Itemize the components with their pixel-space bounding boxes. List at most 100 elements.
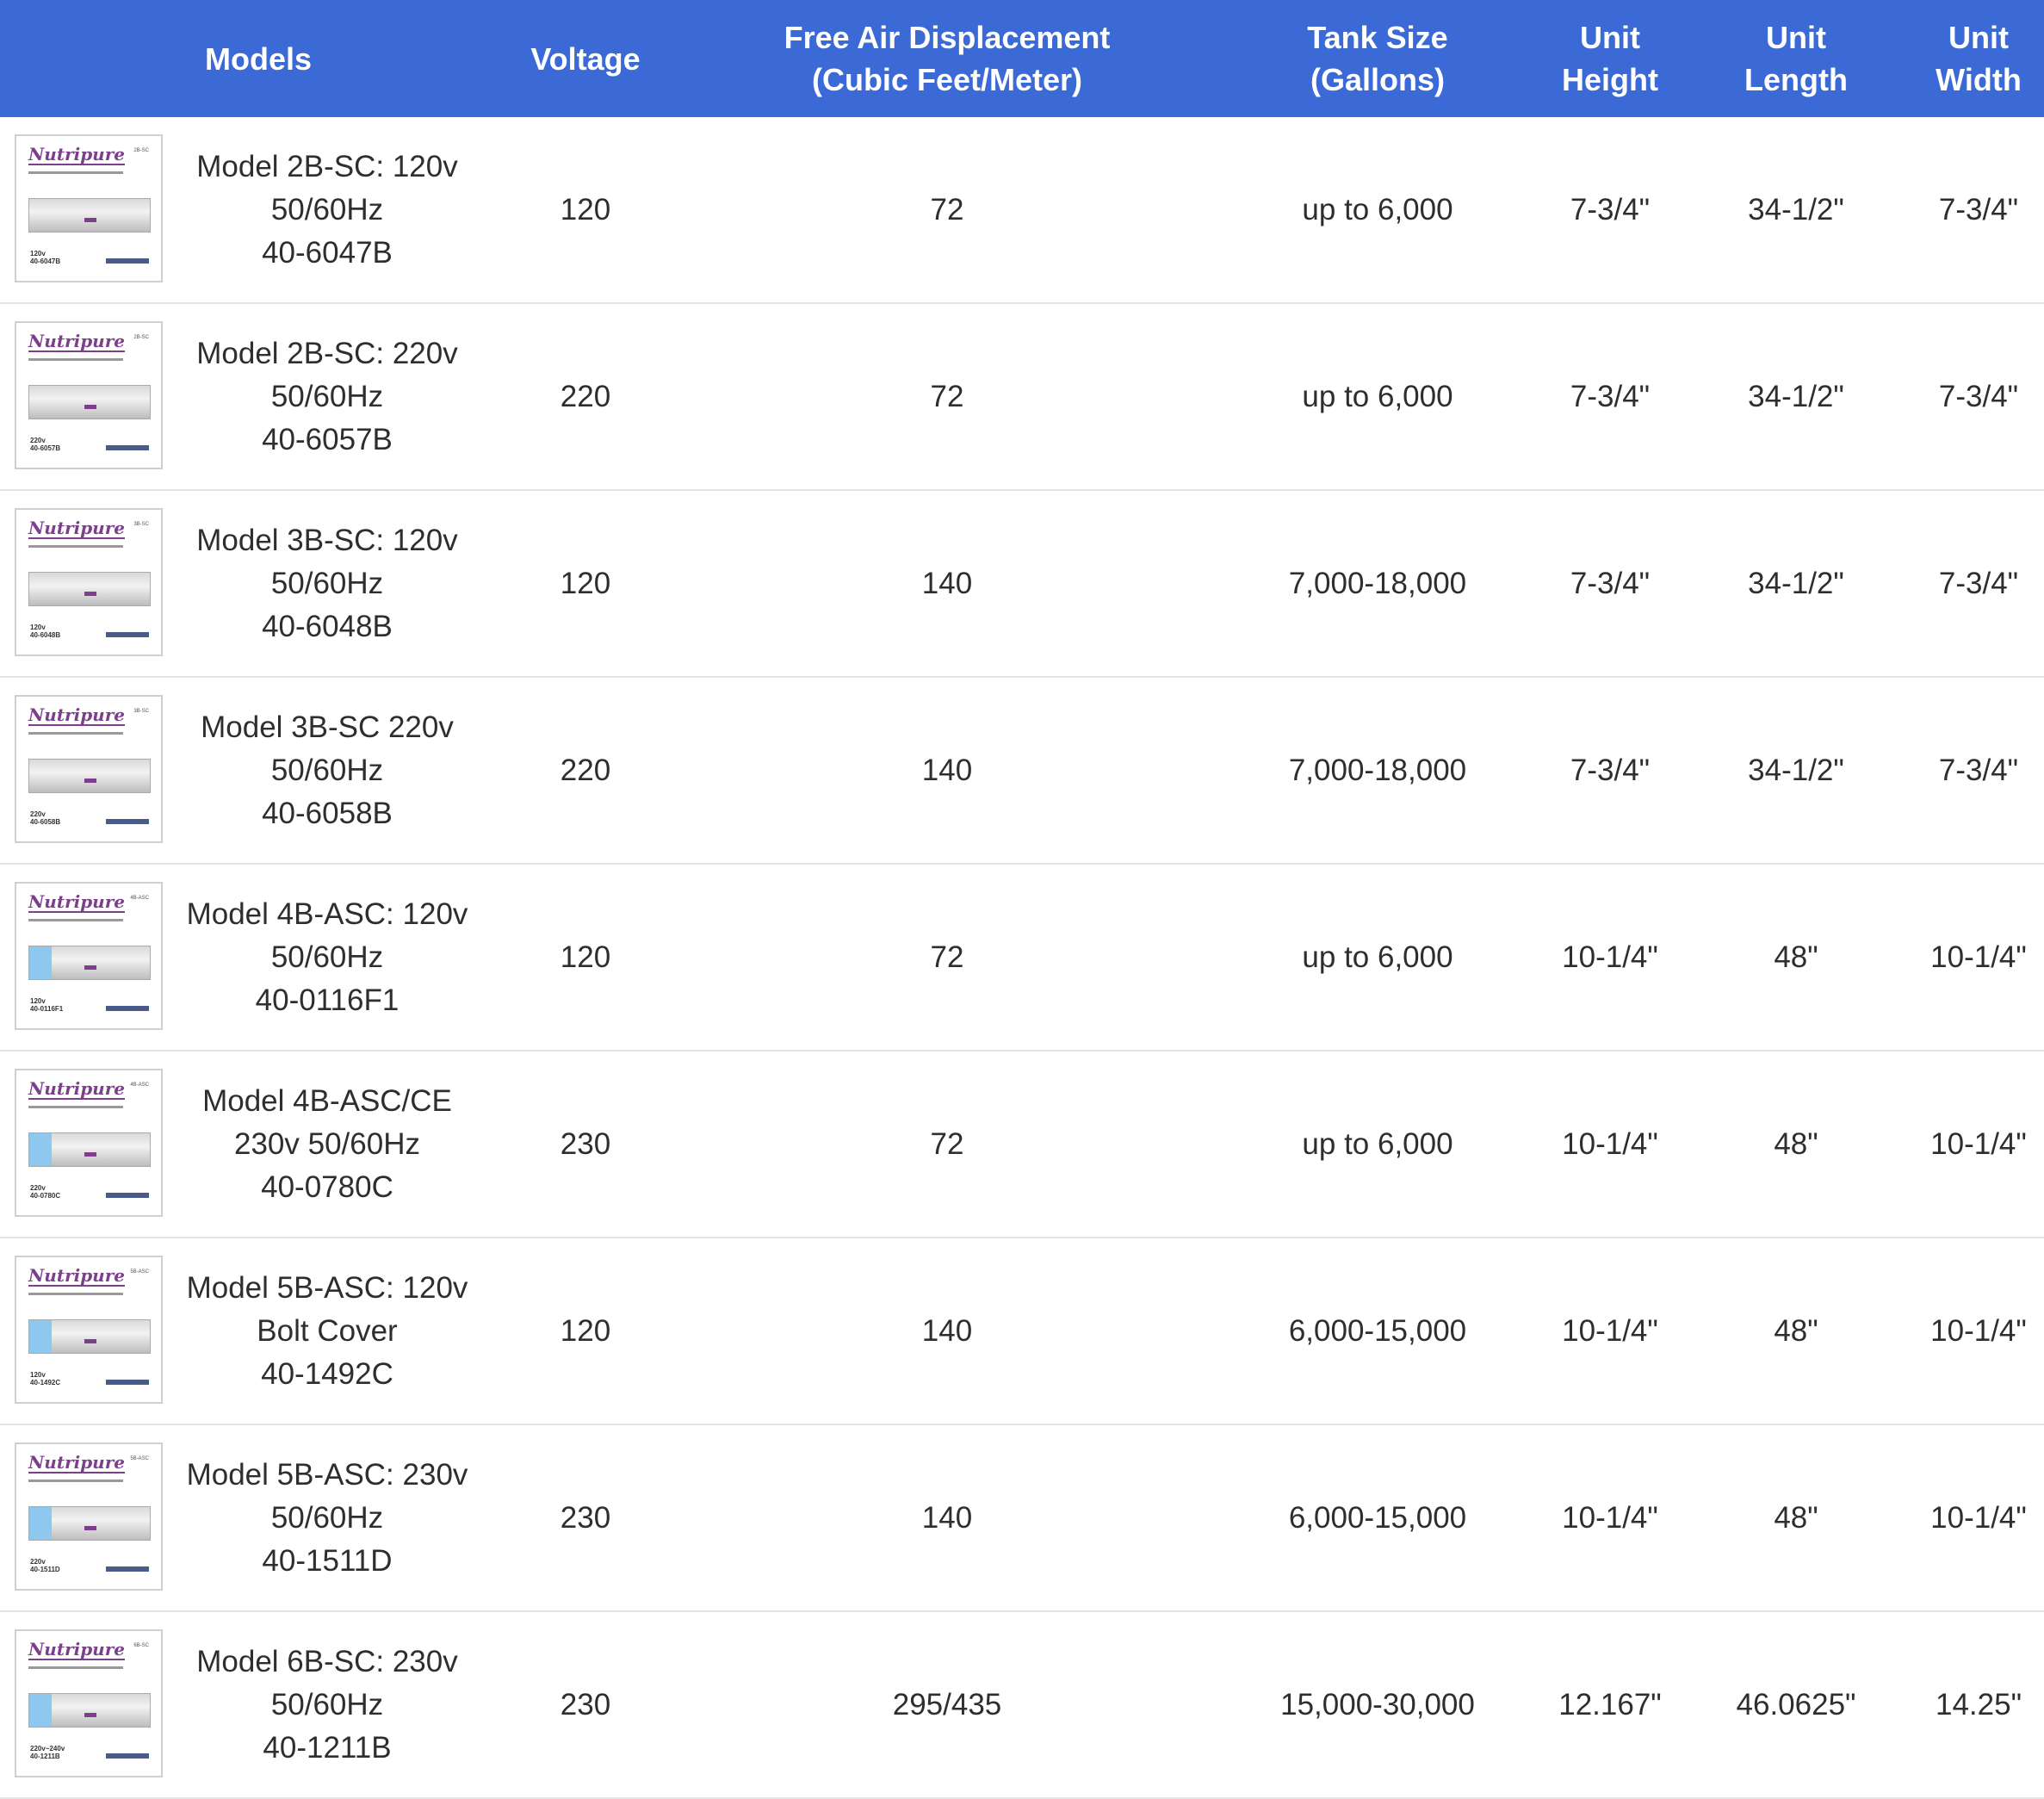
unit-label — [84, 779, 96, 783]
model-line: 40-1511D — [262, 1543, 393, 1578]
uv-unit-image — [28, 385, 151, 419]
tagline-bar — [28, 1666, 123, 1669]
product-thumbnail[interactable]: Nutripure 2B-SC 120v 40-6047B — [15, 134, 163, 282]
uv-unit-image — [28, 198, 151, 233]
tank-size-cell: 7,000-18,000 — [1288, 753, 1467, 787]
product-thumbnail[interactable]: Nutripure 3B-SC 220v 40-6058B — [15, 695, 163, 843]
model-line: 50/60Hz — [270, 379, 384, 413]
air-displacement-cell: 140 — [921, 566, 973, 600]
product-thumbnail[interactable]: Nutripure 3B-SC 120v 40-6048B — [15, 508, 163, 656]
air-displacement-cell: 140 — [921, 1313, 973, 1348]
thumb-voltage: 220v — [30, 1558, 46, 1566]
product-thumbnail[interactable]: Nutripure 2B-SC 220v 40-6057B — [15, 321, 163, 469]
tagline-bar — [28, 1480, 123, 1482]
thumb-model-code: 5B-ASC — [130, 1456, 149, 1461]
voltage-cell: 120 — [560, 566, 611, 600]
unit-length-cell: 34-1/2" — [1748, 753, 1844, 787]
thumb-voltage-part: 120v 40-6047B — [30, 250, 90, 265]
atlantic-ultraviolet-logo — [106, 1193, 149, 1198]
unit-length-cell: 48" — [1774, 1126, 1818, 1161]
unit-width-cell: 14.25" — [1935, 1687, 2022, 1721]
thumb-voltage: 220v — [30, 1184, 46, 1192]
endcap-shape — [29, 1133, 52, 1166]
header-models: Models — [204, 40, 312, 77]
atlantic-ultraviolet-logo — [106, 445, 149, 450]
voltage-cell: 220 — [560, 379, 611, 413]
thumb-voltage: 120v — [30, 1371, 46, 1379]
model-line: 40-1211B — [263, 1730, 392, 1765]
thumb-voltage-part: 220v~240v 40-1211B — [30, 1745, 90, 1760]
tank-size-cell: 15,000-30,000 — [1280, 1687, 1475, 1721]
voltage-cell: 120 — [560, 1313, 611, 1348]
unit-height-cell: 10-1/4" — [1562, 940, 1658, 974]
thumb-model-code: 2B-SC — [133, 335, 149, 340]
table-body: Nutripure 2B-SC 120v 40-6047B Model 2B-SC: 1… — [0, 117, 2044, 1799]
thumb-part: 40-6047B — [30, 257, 61, 265]
table-header: Models Voltage Free Air Displacement (Cu… — [0, 0, 2044, 117]
tagline-bar — [28, 171, 123, 174]
header-unit-height: Unit Height — [1562, 20, 1658, 97]
air-displacement-cell: 72 — [930, 379, 964, 413]
air-displacement-cell: 72 — [930, 1126, 964, 1161]
tank-size-cell: 6,000-15,000 — [1288, 1313, 1467, 1348]
unit-length-cell: 34-1/2" — [1748, 192, 1844, 226]
unit-label — [84, 1526, 96, 1530]
thumb-part: 40-1211B — [30, 1752, 60, 1760]
thumb-voltage-part: 220v 40-0780C — [30, 1184, 90, 1200]
table-row: Nutripure 3B-SC 220v 40-6058B Model 3B-SC 22… — [0, 678, 2044, 865]
product-thumbnail[interactable]: Nutripure 4B-ASC 120v 40-0116F1 — [15, 882, 163, 1030]
model-cell: Model 4B-ASC/CE 230v 50/60Hz 40-0780C — [172, 1051, 482, 1237]
unit-height-cell: 12.167" — [1558, 1687, 1662, 1721]
unit-length-cell: 48" — [1774, 1500, 1818, 1535]
endcap-shape — [29, 946, 52, 979]
model-cell: Model 3B-SC: 120v 50/60Hz 40-6048B — [172, 491, 482, 676]
air-displacement-cell: 295/435 — [892, 1687, 1002, 1721]
brand-logo: Nutripure — [28, 518, 125, 539]
uv-unit-image — [28, 1693, 151, 1728]
product-thumbnail[interactable]: Nutripure 6B-SC 220v~240v 40-1211B — [15, 1629, 163, 1777]
tagline-bar — [28, 1106, 123, 1108]
unit-height-cell: 7-3/4" — [1570, 753, 1651, 787]
model-line: 40-6058B — [262, 796, 393, 830]
header-unit-length: Unit Length — [1744, 20, 1848, 97]
model-line: 50/60Hz — [270, 1687, 384, 1721]
unit-width-cell: 7-3/4" — [1938, 566, 2019, 600]
unit-width-cell: 10-1/4" — [1930, 940, 2027, 974]
thumb-part: 40-6048B — [30, 631, 61, 639]
tagline-bar — [28, 545, 123, 548]
product-thumbnail[interactable]: Nutripure 5B-ASC 220v 40-1511D — [15, 1442, 163, 1591]
model-cell: Model 2B-SC: 220v 50/60Hz 40-6057B — [172, 304, 482, 489]
atlantic-ultraviolet-logo — [106, 1006, 149, 1011]
unit-label — [84, 1713, 96, 1717]
thumb-voltage-part: 120v 40-6048B — [30, 623, 90, 639]
model-line: Model 3B-SC 220v — [201, 710, 454, 744]
table-row: Nutripure 5B-ASC 220v 40-1511D Model 5B-ASC:… — [0, 1425, 2044, 1612]
model-line: 50/60Hz — [270, 753, 384, 787]
brand-logo: Nutripure — [28, 1639, 125, 1660]
table-row: Nutripure 5B-ASC 120v 40-1492C Model 5B-ASC:… — [0, 1238, 2044, 1425]
product-thumbnail[interactable]: Nutripure 5B-ASC 120v 40-1492C — [15, 1256, 163, 1404]
model-line: Bolt Cover — [257, 1313, 398, 1348]
thumb-voltage-part: 220v 40-6057B — [30, 437, 90, 452]
unit-length-cell: 34-1/2" — [1748, 379, 1844, 413]
tank-size-cell: 6,000-15,000 — [1288, 1500, 1467, 1535]
table-row: Nutripure 2B-SC 220v 40-6057B Model 2B-SC: 2… — [0, 304, 2044, 491]
uv-unit-image — [28, 759, 151, 793]
tagline-bar — [28, 919, 123, 921]
uv-unit-image — [28, 1506, 151, 1541]
thumb-voltage-part: 120v 40-0116F1 — [30, 997, 90, 1013]
unit-length-cell: 46.0625" — [1736, 1687, 1856, 1721]
product-thumbnail[interactable]: Nutripure 4B-ASC 220v 40-0780C — [15, 1069, 163, 1217]
unit-width-cell: 7-3/4" — [1938, 753, 2019, 787]
model-line: 40-6048B — [262, 609, 393, 643]
thumb-part: 40-1492C — [30, 1379, 61, 1386]
uv-unit-image — [28, 1319, 151, 1354]
endcap-shape — [29, 1320, 52, 1353]
thumb-voltage-part: 220v 40-1511D — [30, 1558, 90, 1573]
brand-logo: Nutripure — [28, 1078, 125, 1100]
model-cell: Model 5B-ASC: 230v 50/60Hz 40-1511D — [172, 1425, 482, 1610]
thumb-voltage: 120v — [30, 623, 46, 631]
unit-width-cell: 10-1/4" — [1930, 1500, 2027, 1535]
voltage-cell: 220 — [560, 753, 611, 787]
thumb-model-code: 2B-SC — [133, 148, 149, 153]
